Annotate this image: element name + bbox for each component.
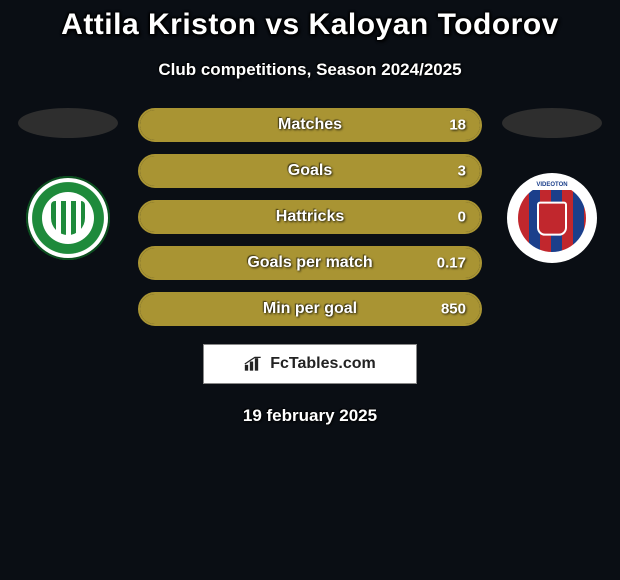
stat-row: Min per goal 850 xyxy=(138,292,482,326)
club-badge-left-inner xyxy=(42,192,94,244)
stat-label: Matches xyxy=(278,116,342,134)
stat-row: Hattricks 0 xyxy=(138,200,482,234)
stat-value-right: 3 xyxy=(458,163,466,180)
stat-value-right: 850 xyxy=(441,301,466,318)
stat-row: Matches 18 xyxy=(138,108,482,142)
player-left-placeholder xyxy=(18,108,118,138)
stat-row: Goals per match 0.17 xyxy=(138,246,482,280)
player-right-placeholder xyxy=(502,108,602,138)
club-badge-right-shield xyxy=(537,202,567,236)
bar-chart-icon xyxy=(244,356,264,372)
club-badge-left[interactable] xyxy=(26,176,110,260)
club-badge-right-banner: VIDEOTON xyxy=(522,180,582,190)
subtitle: Club competitions, Season 2024/2025 xyxy=(0,60,620,80)
stat-label: Goals per match xyxy=(247,254,372,272)
stat-row: Goals 3 xyxy=(138,154,482,188)
main-row: Matches 18 Goals 3 Hattricks 0 Goals per match… xyxy=(0,108,620,326)
brand-text: FcTables.com xyxy=(270,355,376,373)
stat-label: Goals xyxy=(288,162,332,180)
club-badge-left-stripes xyxy=(51,201,85,235)
stats-column: Matches 18 Goals 3 Hattricks 0 Goals per match… xyxy=(138,108,482,326)
club-badge-right[interactable]: VIDEOTON xyxy=(510,176,594,260)
stat-value-right: 0 xyxy=(458,209,466,226)
comparison-card: Attila Kriston vs Kaloyan Todorov Club c… xyxy=(0,0,620,426)
date-text: 19 february 2025 xyxy=(0,406,620,426)
stat-value-right: 0.17 xyxy=(437,255,466,272)
right-column: VIDEOTON xyxy=(500,108,604,260)
left-column xyxy=(16,108,120,260)
stat-label: Hattricks xyxy=(276,208,344,226)
stat-value-right: 18 xyxy=(449,117,466,134)
stat-label: Min per goal xyxy=(263,300,357,318)
brand-box[interactable]: FcTables.com xyxy=(203,344,417,384)
page-title: Attila Kriston vs Kaloyan Todorov xyxy=(0,8,620,42)
